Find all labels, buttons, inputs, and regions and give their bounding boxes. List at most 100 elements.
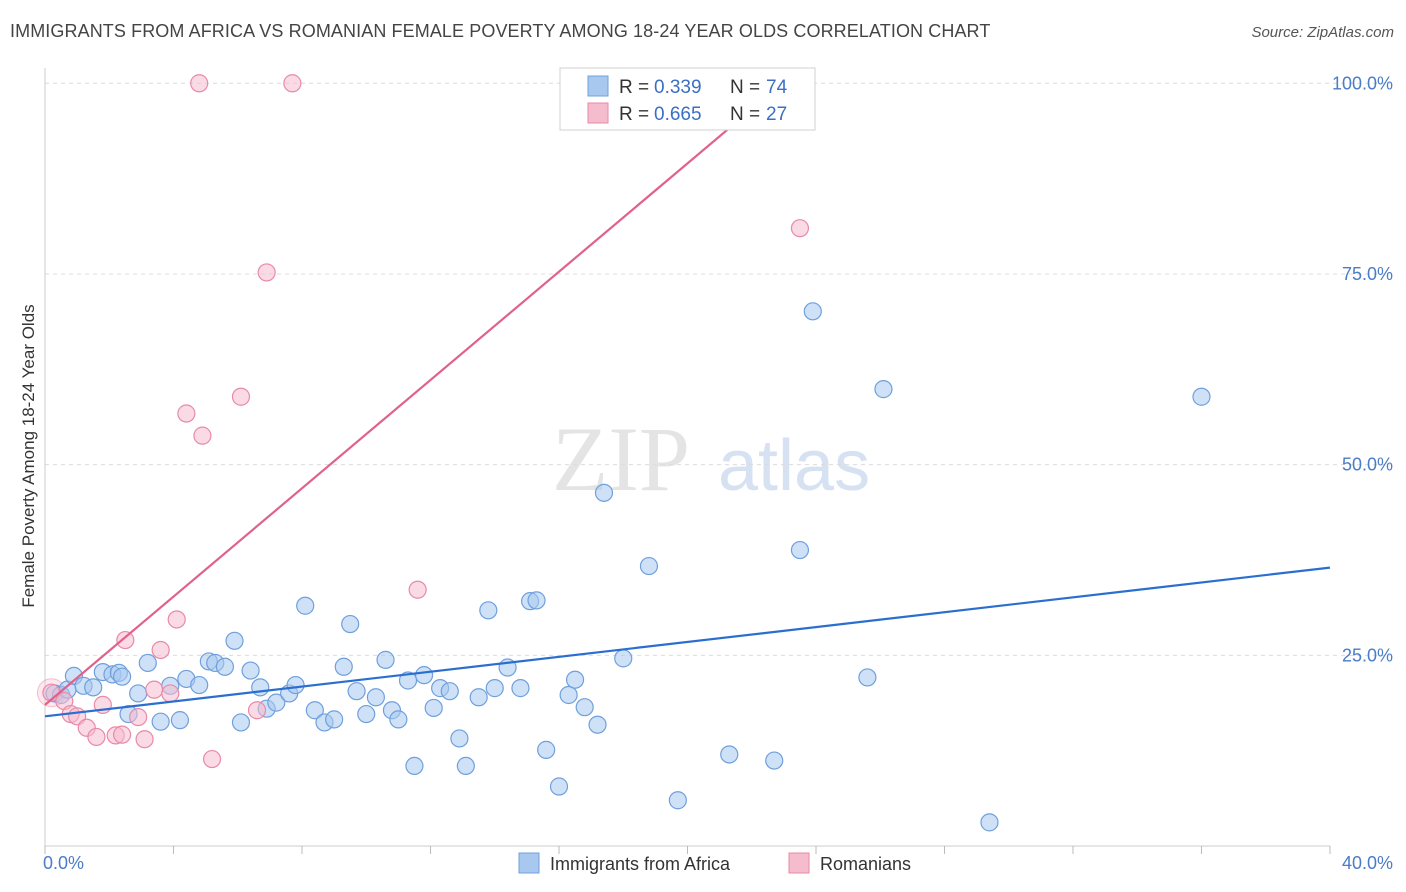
grid-lines (45, 82, 1390, 656)
point-africa-15 (170, 711, 190, 730)
point-africa-62 (594, 483, 614, 502)
point-africa-73 (1192, 387, 1211, 406)
point-romanians-8 (112, 725, 132, 744)
point-africa-9 (112, 667, 132, 686)
legend-n-label-africa: N = (730, 77, 760, 98)
legend-n-value-africa: 74 (766, 77, 788, 98)
y-tick-label-25: 25.0% (1342, 645, 1393, 665)
point-romanians-19 (202, 749, 222, 769)
watermark: ZIP atlas (552, 408, 870, 510)
series-legend-swatch-africa (518, 852, 540, 874)
point-africa-61 (588, 715, 607, 734)
point-africa-49 (469, 688, 488, 707)
y-axis-tick-labels: 25.0% 50.0% 75.0% 100.0% (1332, 73, 1393, 665)
point-africa-5 (84, 678, 103, 697)
point-africa-32 (325, 710, 344, 729)
point-romanians-5 (87, 727, 106, 747)
point-africa-71 (874, 380, 893, 399)
point-romanians-21 (247, 701, 267, 720)
point-romanians-9 (116, 630, 135, 650)
point-africa-67 (765, 751, 784, 770)
point-romanians-10 (129, 707, 148, 727)
legend-n-value-romanians: 27 (766, 104, 787, 125)
point-romanians-26 (790, 219, 810, 238)
point-africa-33 (334, 657, 353, 676)
chart-source: Source: ZipAtlas.com (1251, 24, 1394, 41)
y-tick-label-100: 100.0% (1332, 73, 1393, 93)
point-africa-57 (549, 777, 569, 796)
point-africa-59 (565, 670, 585, 689)
legend-r-label-romanians: R = (619, 104, 649, 125)
point-romanians-11 (135, 730, 154, 749)
legend-r-label-africa: R = (619, 77, 649, 98)
point-romanians-12 (145, 680, 164, 699)
watermark-zip: ZIP (552, 408, 690, 510)
data-points (36, 74, 1211, 832)
point-africa-30 (305, 701, 324, 720)
point-romanians-22 (257, 263, 276, 282)
point-romanians-13 (151, 640, 170, 660)
point-africa-34 (341, 614, 360, 634)
legend-swatch-romanians (587, 102, 609, 124)
point-africa-23 (241, 661, 260, 680)
point-africa-48 (456, 756, 475, 776)
point-romanians-23 (283, 74, 302, 93)
point-africa-56 (537, 740, 556, 759)
stats-legend: R = 0.339 N = 74 R = 0.665 N = 27 (559, 67, 816, 131)
point-romanians-16 (177, 404, 196, 423)
trend-lines (44, 78, 1331, 718)
trend-line-romanians (44, 78, 788, 706)
point-africa-17 (190, 675, 209, 695)
point-romanians-18 (193, 426, 212, 445)
point-africa-47 (450, 729, 469, 748)
series-legend-label-africa: Immigrants from Africa (550, 854, 731, 874)
point-africa-38 (376, 650, 395, 669)
legend-n-label-romanians: N = (730, 104, 760, 125)
y-tick-label-50: 50.0% (1342, 455, 1393, 475)
point-africa-51 (485, 679, 504, 698)
point-africa-28 (286, 675, 305, 695)
watermark-atlas: atlas (718, 426, 870, 506)
point-africa-64 (639, 556, 659, 576)
point-africa-20 (215, 657, 234, 676)
point-africa-66 (720, 745, 739, 764)
point-africa-55 (527, 591, 546, 610)
point-africa-42 (405, 756, 424, 776)
point-africa-60 (575, 698, 594, 717)
legend-swatch-africa (587, 75, 609, 97)
x-axis-ticks (44, 846, 1331, 854)
point-africa-13 (151, 712, 170, 731)
point-africa-22 (231, 713, 251, 732)
point-africa-63 (614, 649, 633, 668)
series-legend-label-romanians: Romanians (820, 854, 911, 874)
point-africa-29 (296, 596, 315, 615)
point-africa-36 (357, 704, 376, 724)
point-romanians-20 (231, 387, 251, 406)
point-romanians-24 (408, 580, 427, 599)
point-africa-24 (251, 678, 270, 697)
point-africa-11 (129, 684, 148, 703)
point-africa-58 (559, 685, 578, 705)
point-africa-70 (858, 668, 877, 687)
legend-r-value-africa: 0.339 (654, 77, 702, 98)
point-romanians-17 (190, 74, 209, 93)
point-africa-46 (440, 682, 459, 701)
point-africa-50 (479, 601, 498, 620)
point-africa-65 (668, 791, 687, 810)
y-axis-label: Female Poverty Among 18-24 Year Olds (19, 304, 38, 607)
point-africa-26 (267, 693, 286, 712)
point-africa-53 (511, 679, 530, 698)
point-africa-37 (366, 688, 385, 707)
trend-line-africa (44, 566, 1331, 718)
point-africa-72 (980, 813, 999, 832)
y-tick-label-75: 75.0% (1342, 264, 1393, 284)
point-africa-21 (225, 631, 244, 650)
point-africa-41 (398, 671, 418, 690)
x-tick-label-max: 40.0% (1342, 853, 1393, 873)
point-africa-35 (347, 682, 366, 701)
point-romanians-14 (161, 684, 180, 703)
legend-r-value-romanians: 0.665 (654, 104, 702, 125)
point-africa-69 (803, 302, 822, 321)
point-romanians-15 (167, 610, 186, 629)
